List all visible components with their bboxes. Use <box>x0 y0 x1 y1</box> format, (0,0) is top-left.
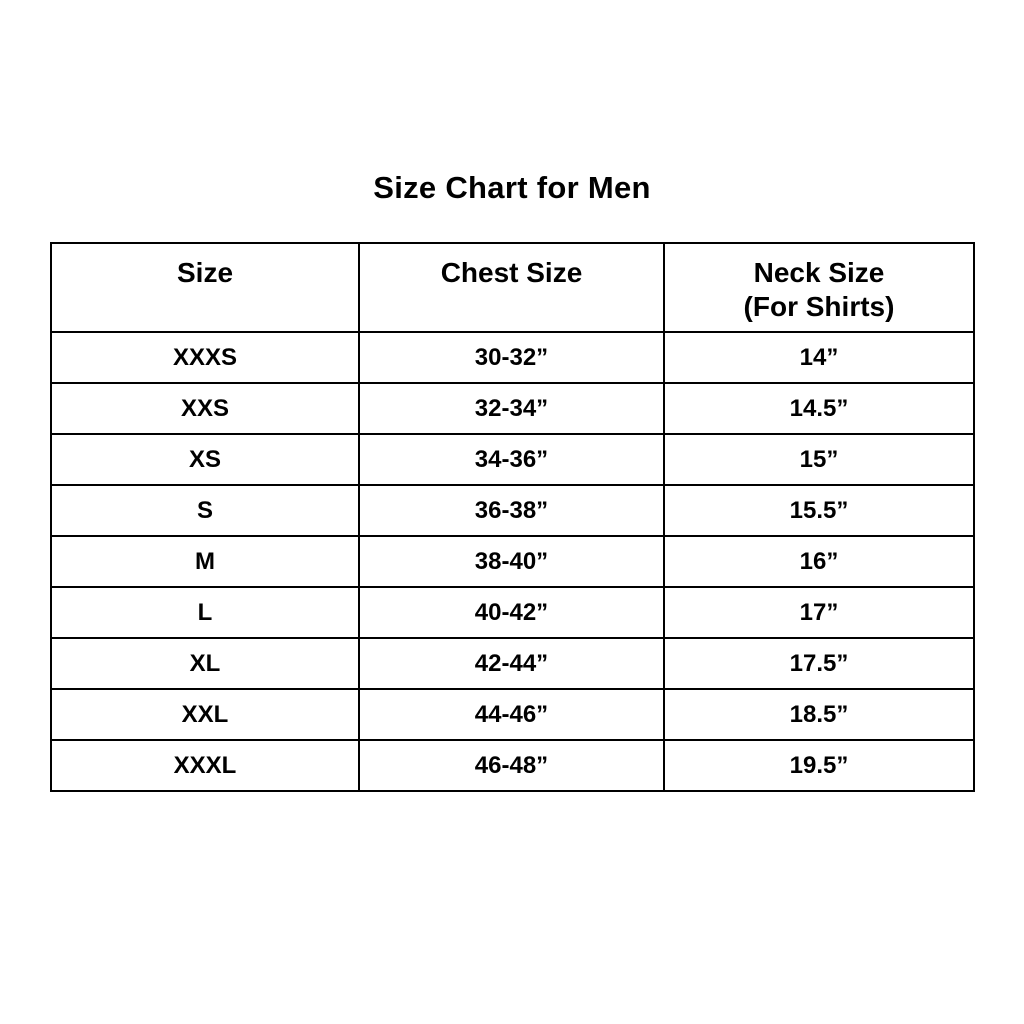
table-row: XXXS 30-32” 14” <box>50 331 975 384</box>
size-cell: L <box>50 586 360 639</box>
size-cell: XXL <box>50 688 360 741</box>
chest-cell: 44-46” <box>358 688 665 741</box>
neck-cell: 14” <box>663 331 975 384</box>
header-neck-size-sublabel: (For Shirts) <box>743 290 895 322</box>
size-cell: XXXL <box>50 739 360 792</box>
neck-cell: 14.5” <box>663 382 975 435</box>
chest-cell: 34-36” <box>358 433 665 486</box>
size-chart-table: Size Chest Size Neck Size (For Shirts) X… <box>50 242 975 792</box>
header-size-label: Size <box>176 257 234 288</box>
chest-cell: 32-34” <box>358 382 665 435</box>
header-neck-size: Neck Size (For Shirts) <box>663 242 975 333</box>
neck-cell: 16” <box>663 535 975 588</box>
neck-cell: 17.5” <box>663 637 975 690</box>
table-row: XS 34-36” 15” <box>50 433 975 486</box>
header-chest-size: Chest Size <box>358 242 665 333</box>
neck-cell: 15” <box>663 433 975 486</box>
neck-cell: 17” <box>663 586 975 639</box>
table-row: XL 42-44” 17.5” <box>50 637 975 690</box>
header-neck-size-label: Neck Size <box>753 257 885 288</box>
table-row: XXL 44-46” 18.5” <box>50 688 975 741</box>
table-row: M 38-40” 16” <box>50 535 975 588</box>
size-cell: XXS <box>50 382 360 435</box>
size-cell: XS <box>50 433 360 486</box>
size-cell: S <box>50 484 360 537</box>
size-cell: XXXS <box>50 331 360 384</box>
chest-cell: 30-32” <box>358 331 665 384</box>
header-chest-size-label: Chest Size <box>440 257 583 288</box>
chest-cell: 42-44” <box>358 637 665 690</box>
table-body: XXXS 30-32” 14” XXS 32-34” 14.5” XS 34-3… <box>50 331 975 792</box>
chest-cell: 38-40” <box>358 535 665 588</box>
table-row: S 36-38” 15.5” <box>50 484 975 537</box>
neck-cell: 15.5” <box>663 484 975 537</box>
size-cell: M <box>50 535 360 588</box>
table-row: XXXL 46-48” 19.5” <box>50 739 975 792</box>
page-title: Size Chart for Men <box>373 170 651 205</box>
table-header: Size Chest Size Neck Size (For Shirts) <box>50 242 975 333</box>
size-cell: XL <box>50 637 360 690</box>
header-size: Size <box>50 242 360 333</box>
neck-cell: 19.5” <box>663 739 975 792</box>
chest-cell: 36-38” <box>358 484 665 537</box>
table-row: L 40-42” 17” <box>50 586 975 639</box>
neck-cell: 18.5” <box>663 688 975 741</box>
chest-cell: 46-48” <box>358 739 665 792</box>
header-row: Size Chest Size Neck Size (For Shirts) <box>50 242 975 333</box>
table-row: XXS 32-34” 14.5” <box>50 382 975 435</box>
chest-cell: 40-42” <box>358 586 665 639</box>
